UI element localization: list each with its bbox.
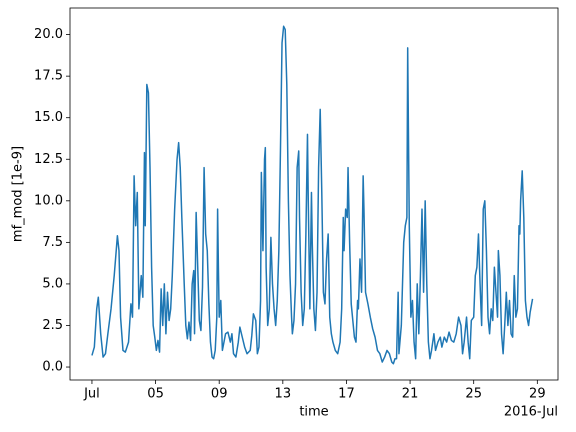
x-tick-label: Jul xyxy=(83,387,100,402)
y-tick-label: 20.0 xyxy=(34,27,63,42)
x-tick-label: 21 xyxy=(402,387,419,402)
y-tick-label: 17.5 xyxy=(34,69,63,84)
y-tick-label: 7.5 xyxy=(42,235,63,250)
y-tick-label: 5.0 xyxy=(42,276,63,291)
y-tick-label: 10.0 xyxy=(34,193,63,208)
x-tick-label: 29 xyxy=(529,387,546,402)
y-tick-label: 12.5 xyxy=(34,152,63,167)
x-tick-label: 05 xyxy=(147,387,164,402)
x-axis-label: time xyxy=(299,405,328,420)
x-tick-label: 09 xyxy=(211,387,228,402)
x-tick-label: 13 xyxy=(275,387,292,402)
y-tick-label: 0.0 xyxy=(42,360,63,375)
y-tick-label: 15.0 xyxy=(34,110,63,125)
x-tick-label: 25 xyxy=(465,387,482,402)
x-tick-label: 17 xyxy=(338,387,355,402)
x-offset-label: 2016-Jul xyxy=(504,405,558,420)
y-axis-label: mf_mod [1e-9] xyxy=(11,146,26,242)
plot-frame xyxy=(69,7,559,381)
data-line xyxy=(91,25,534,365)
y-tick-label: 2.5 xyxy=(42,318,63,333)
